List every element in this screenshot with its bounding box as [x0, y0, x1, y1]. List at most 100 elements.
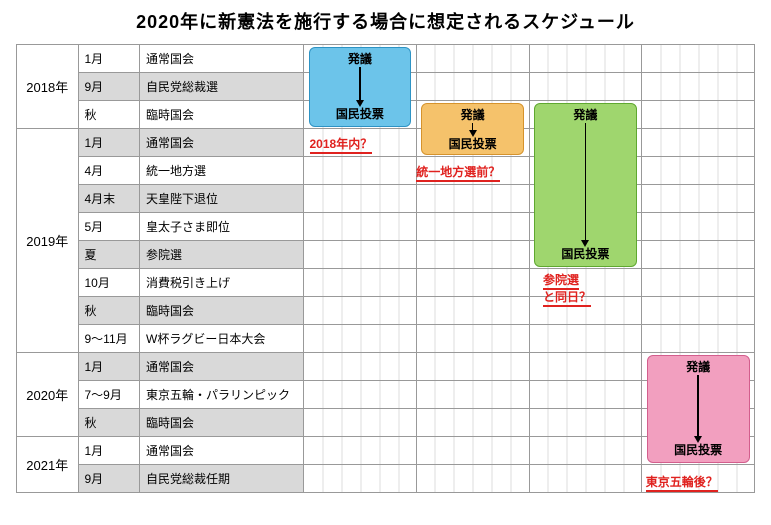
scenario-cell [304, 437, 417, 465]
scenario-cell [304, 241, 417, 269]
scenario-cell [416, 269, 529, 297]
page-title: 2020年に新憲法を施行する場合に想定されるスケジュール [16, 8, 755, 34]
event-cell: W杯ラグビー日本大会 [140, 325, 304, 353]
scenario-cell [642, 213, 755, 241]
scenario-cell [304, 157, 417, 185]
scenario-cell [416, 381, 529, 409]
scenario-cell [416, 241, 529, 269]
scenario-cell [529, 129, 642, 157]
scenario-cell [304, 129, 417, 157]
scenario-cell [529, 437, 642, 465]
month-cell: 9月 [78, 73, 140, 101]
scenario-cell [416, 297, 529, 325]
month-cell: 1月 [78, 437, 140, 465]
scenario-cell [642, 409, 755, 437]
scenario-cell [642, 73, 755, 101]
scenario-cell [304, 409, 417, 437]
event-cell: 臨時国会 [140, 297, 304, 325]
scenario-cell [529, 185, 642, 213]
scenario-cell [529, 325, 642, 353]
year-cell: 2021年 [17, 437, 79, 493]
scenario-cell [529, 101, 642, 129]
scenario-cell [304, 73, 417, 101]
event-cell: 天皇陛下退位 [140, 185, 304, 213]
month-cell: 1月 [78, 45, 140, 73]
scenario-cell [416, 185, 529, 213]
month-cell: 1月 [78, 129, 140, 157]
month-cell: 9〜11月 [78, 325, 140, 353]
month-cell: 7〜9月 [78, 381, 140, 409]
scenario-cell [304, 465, 417, 493]
scenario-cell [416, 101, 529, 129]
scenario-cell [304, 101, 417, 129]
scenario-cell [304, 185, 417, 213]
month-cell: 4月 [78, 157, 140, 185]
month-cell: 5月 [78, 213, 140, 241]
scenario-cell [529, 409, 642, 437]
event-cell: 臨時国会 [140, 409, 304, 437]
scenario-cell [416, 129, 529, 157]
month-cell: 秋 [78, 297, 140, 325]
scenario-cell [642, 465, 755, 493]
scenario-cell [642, 241, 755, 269]
scenario-cell [642, 297, 755, 325]
scenario-cell [416, 73, 529, 101]
scenario-cell [416, 213, 529, 241]
scenario-cell [304, 45, 417, 73]
scenario-cell [642, 325, 755, 353]
event-cell: 通常国会 [140, 45, 304, 73]
scenario-cell [304, 213, 417, 241]
scenario-cell [642, 45, 755, 73]
event-cell: 臨時国会 [140, 101, 304, 129]
scenario-cell [416, 157, 529, 185]
scenario-cell [642, 185, 755, 213]
scenario-cell [529, 241, 642, 269]
scenario-cell [529, 157, 642, 185]
schedule-grid: 2018年1月通常国会9月自民党総裁選秋臨時国会2019年1月通常国会4月統一地… [16, 44, 755, 493]
scenario-cell [529, 381, 642, 409]
scenario-cell [416, 45, 529, 73]
event-cell: 統一地方選 [140, 157, 304, 185]
scenario-cell [529, 73, 642, 101]
scenario-cell [642, 381, 755, 409]
scenario-cell [416, 465, 529, 493]
scenario-cell [642, 353, 755, 381]
month-cell: 9月 [78, 465, 140, 493]
scenario-cell [304, 269, 417, 297]
month-cell: 10月 [78, 269, 140, 297]
scenario-cell [416, 325, 529, 353]
scenario-cell [642, 157, 755, 185]
event-cell: 参院選 [140, 241, 304, 269]
scenario-cell [642, 129, 755, 157]
scenario-cell [416, 409, 529, 437]
scenario-cell [304, 325, 417, 353]
year-cell: 2020年 [17, 353, 79, 437]
scenario-cell [642, 269, 755, 297]
year-cell: 2019年 [17, 129, 79, 353]
month-cell: 夏 [78, 241, 140, 269]
scenario-cell [529, 269, 642, 297]
month-cell: 1月 [78, 353, 140, 381]
event-cell: 自民党総裁任期 [140, 465, 304, 493]
scenario-cell [304, 297, 417, 325]
scenario-cell [529, 297, 642, 325]
month-cell: 秋 [78, 409, 140, 437]
event-cell: 通常国会 [140, 129, 304, 157]
year-cell: 2018年 [17, 45, 79, 129]
scenario-cell [529, 353, 642, 381]
event-cell: 皇太子さま即位 [140, 213, 304, 241]
scenario-cell [642, 437, 755, 465]
month-cell: 4月末 [78, 185, 140, 213]
scenario-cell [304, 353, 417, 381]
event-cell: 自民党総裁選 [140, 73, 304, 101]
event-cell: 通常国会 [140, 353, 304, 381]
event-cell: 東京五輪・パラリンピック [140, 381, 304, 409]
scenario-cell [529, 213, 642, 241]
month-cell: 秋 [78, 101, 140, 129]
scenario-cell [304, 381, 417, 409]
scenario-cell [416, 437, 529, 465]
scenario-cell [529, 45, 642, 73]
scenario-cell [529, 465, 642, 493]
event-cell: 消費税引き上げ [140, 269, 304, 297]
event-cell: 通常国会 [140, 437, 304, 465]
